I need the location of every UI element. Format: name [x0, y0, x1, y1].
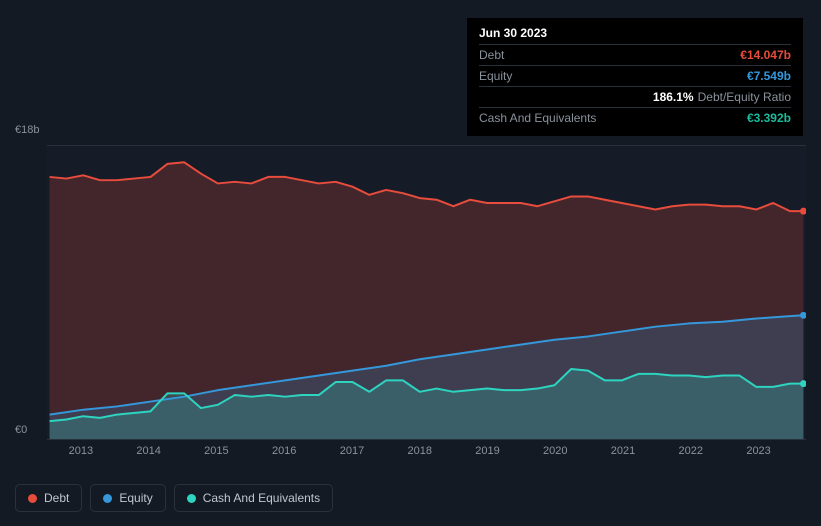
x-axis-label: 2022 [679, 445, 703, 457]
legend-item-debt[interactable]: Debt [15, 484, 82, 512]
x-axis-label: 2013 [69, 445, 93, 457]
circle-icon [28, 494, 37, 503]
chart-legend: Debt Equity Cash And Equivalents [15, 484, 333, 512]
x-axis-label: 2016 [272, 445, 296, 457]
legend-label: Equity [119, 491, 152, 505]
tooltip-row-equity: Equity €7.549b [479, 65, 791, 86]
tooltip-value: €14.047b [740, 48, 791, 62]
chart-plot-area[interactable] [47, 145, 806, 440]
legend-label: Cash And Equivalents [203, 491, 320, 505]
x-axis-label: 2023 [746, 445, 770, 457]
tooltip-date: Jun 30 2023 [479, 26, 791, 44]
x-axis-label: 2020 [543, 445, 567, 457]
tooltip-row-cash: Cash And Equivalents €3.392b [479, 107, 791, 128]
tooltip-value: €7.549b [747, 69, 791, 83]
legend-item-cash[interactable]: Cash And Equivalents [174, 484, 333, 512]
ratio-desc: Debt/Equity Ratio [698, 90, 791, 104]
legend-item-equity[interactable]: Equity [90, 484, 165, 512]
tooltip-row-debt: Debt €14.047b [479, 44, 791, 65]
x-axis-label: 2015 [204, 445, 228, 457]
tooltip-label: Debt [479, 48, 504, 62]
tooltip-label: Equity [479, 69, 512, 83]
x-axis: 2013 2014 2015 2016 2017 2018 2019 2020 2021 2022… [15, 445, 806, 465]
chart-tooltip: Jun 30 2023 Debt €14.047b Equity €7.549b… [467, 18, 803, 136]
x-axis-label: 2019 [475, 445, 499, 457]
ratio-percent: 186.1% [653, 90, 694, 104]
debt-equity-chart[interactable]: €18b€0 [15, 145, 806, 440]
tooltip-label: Cash And Equivalents [479, 111, 596, 125]
x-axis-label: 2014 [136, 445, 160, 457]
x-axis-label: 2017 [340, 445, 364, 457]
x-axis-label: 2018 [407, 445, 431, 457]
x-axis-label: 2021 [611, 445, 635, 457]
y-axis-label: €18b [15, 124, 39, 136]
legend-label: Debt [44, 491, 69, 505]
y-axis-label: €0 [15, 424, 27, 436]
tooltip-value: €3.392b [747, 111, 791, 125]
circle-icon [187, 494, 196, 503]
circle-icon [103, 494, 112, 503]
tooltip-row-ratio: 186.1% Debt/Equity Ratio [479, 86, 791, 107]
